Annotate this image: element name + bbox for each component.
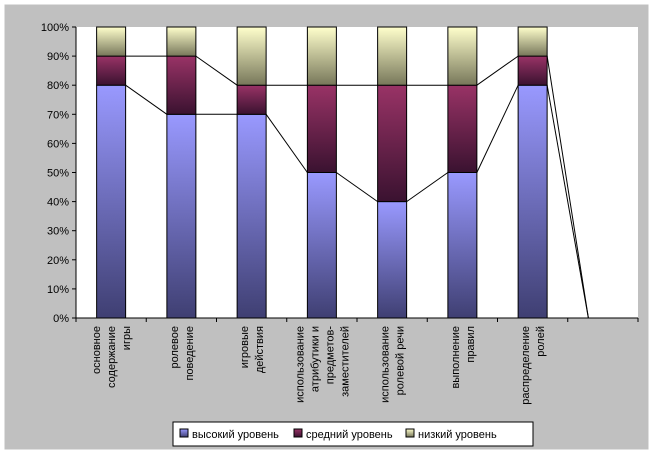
bar-segment-high — [306, 172, 337, 319]
x-tick-label: использование — [380, 326, 392, 403]
y-tick-label: 40% — [47, 197, 69, 209]
bar-segment-low — [236, 26, 267, 86]
legend: высокий уровень средний уровень низкий уро… — [172, 421, 534, 447]
y-tick-label: 80% — [47, 80, 69, 92]
x-tick-label: ролевое — [169, 326, 181, 369]
bar-segment-low — [166, 26, 197, 57]
legend-swatch — [405, 428, 415, 438]
legend-label: высокий уровень — [192, 429, 279, 441]
legend-swatch — [179, 428, 189, 438]
bar-segment-medium — [96, 55, 127, 86]
x-tick-label: выполнение — [450, 326, 462, 389]
bar-segment-medium — [236, 84, 267, 115]
x-tick-label: атрибутики и — [309, 326, 321, 392]
x-tick-label: ролей — [535, 326, 547, 357]
bar-segment-low — [447, 26, 478, 86]
x-tick-label: основное — [91, 326, 103, 374]
bar-segment-medium — [377, 84, 408, 203]
x-tick-label: игровые — [239, 326, 251, 368]
y-tick-label: 20% — [47, 255, 69, 267]
y-tick-label: 100% — [41, 22, 69, 34]
bar-segment-low — [306, 26, 337, 86]
y-tick-label: 10% — [47, 284, 69, 296]
series-line — [476, 55, 519, 86]
bar-segment-low — [517, 26, 548, 57]
bar-segment-high — [517, 84, 548, 319]
x-tick-label: действия — [254, 326, 266, 373]
bar-segment-medium — [166, 55, 197, 115]
plot-area — [76, 27, 638, 318]
bar-segment-high — [377, 201, 408, 319]
x-tick-label: предметов- — [324, 326, 336, 385]
x-tick-label: игры — [121, 326, 133, 350]
series-line — [265, 114, 308, 173]
bar-segment-high — [236, 113, 267, 319]
legend-swatch — [293, 428, 303, 438]
series-line — [546, 85, 589, 319]
bar-segment-high — [96, 84, 127, 319]
y-tick-label: 0% — [53, 313, 69, 325]
x-tick-label: поведение — [184, 326, 196, 381]
bar-segment-medium — [447, 84, 478, 173]
y-tick-label: 90% — [47, 51, 69, 63]
y-tick-label: 70% — [47, 109, 69, 121]
x-tick-label: правил — [465, 326, 477, 363]
series-line — [476, 84, 519, 173]
x-tick-label: использование — [294, 326, 306, 403]
legend-label: низкий уровень — [418, 429, 497, 441]
bar-segment-medium — [306, 84, 337, 173]
series-line — [195, 55, 238, 86]
x-tick-label: распределение — [520, 326, 532, 405]
y-tick-label: 50% — [47, 168, 69, 180]
legend-label: средний уровень — [306, 429, 393, 441]
series-line — [336, 172, 378, 203]
series-line — [546, 56, 589, 319]
x-tick-label: ролевой речи — [395, 326, 407, 395]
series-line — [406, 172, 449, 203]
bar-segment-low — [377, 26, 408, 86]
bar-segment-low — [96, 26, 127, 57]
series-line — [125, 84, 168, 115]
bar-segment-high — [166, 113, 197, 319]
y-tick-label: 60% — [47, 138, 69, 150]
bar-segment-medium — [517, 55, 548, 86]
x-tick-label: заместителей — [339, 326, 351, 397]
y-tick-label: 30% — [47, 226, 69, 238]
x-tick-label: содержание — [106, 326, 118, 388]
bar-segment-high — [447, 172, 478, 319]
